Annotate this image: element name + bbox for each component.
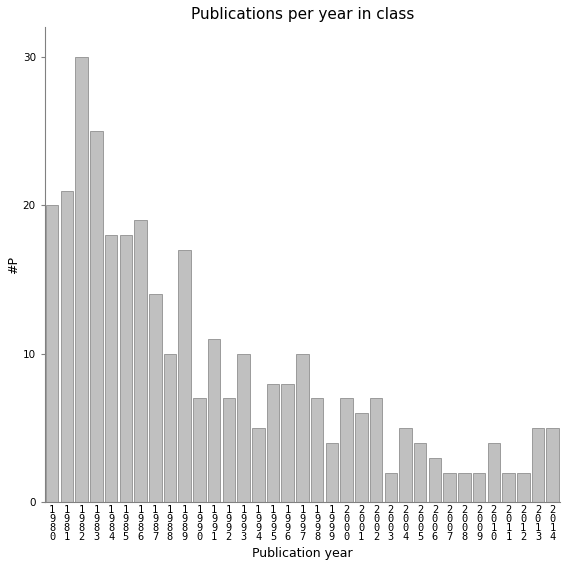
Bar: [473, 473, 485, 502]
Bar: [90, 131, 103, 502]
Bar: [355, 413, 367, 502]
Bar: [61, 191, 73, 502]
Bar: [134, 220, 147, 502]
Bar: [384, 473, 397, 502]
Bar: [443, 473, 456, 502]
Bar: [238, 354, 250, 502]
Bar: [281, 383, 294, 502]
Bar: [340, 399, 353, 502]
Bar: [266, 383, 280, 502]
Bar: [399, 428, 412, 502]
Bar: [488, 443, 500, 502]
Bar: [414, 443, 426, 502]
Bar: [164, 354, 176, 502]
Bar: [296, 354, 308, 502]
Bar: [149, 294, 162, 502]
X-axis label: Publication year: Publication year: [252, 547, 353, 560]
Bar: [547, 428, 559, 502]
Y-axis label: #P: #P: [7, 256, 20, 274]
Bar: [105, 235, 117, 502]
Bar: [46, 205, 58, 502]
Bar: [208, 339, 221, 502]
Bar: [223, 399, 235, 502]
Bar: [311, 399, 323, 502]
Bar: [517, 473, 530, 502]
Bar: [502, 473, 515, 502]
Bar: [429, 458, 441, 502]
Bar: [252, 428, 265, 502]
Bar: [75, 57, 88, 502]
Bar: [532, 428, 544, 502]
Bar: [120, 235, 132, 502]
Title: Publications per year in class: Publications per year in class: [191, 7, 414, 22]
Bar: [179, 250, 191, 502]
Bar: [325, 443, 338, 502]
Bar: [193, 399, 206, 502]
Bar: [458, 473, 471, 502]
Bar: [370, 399, 382, 502]
